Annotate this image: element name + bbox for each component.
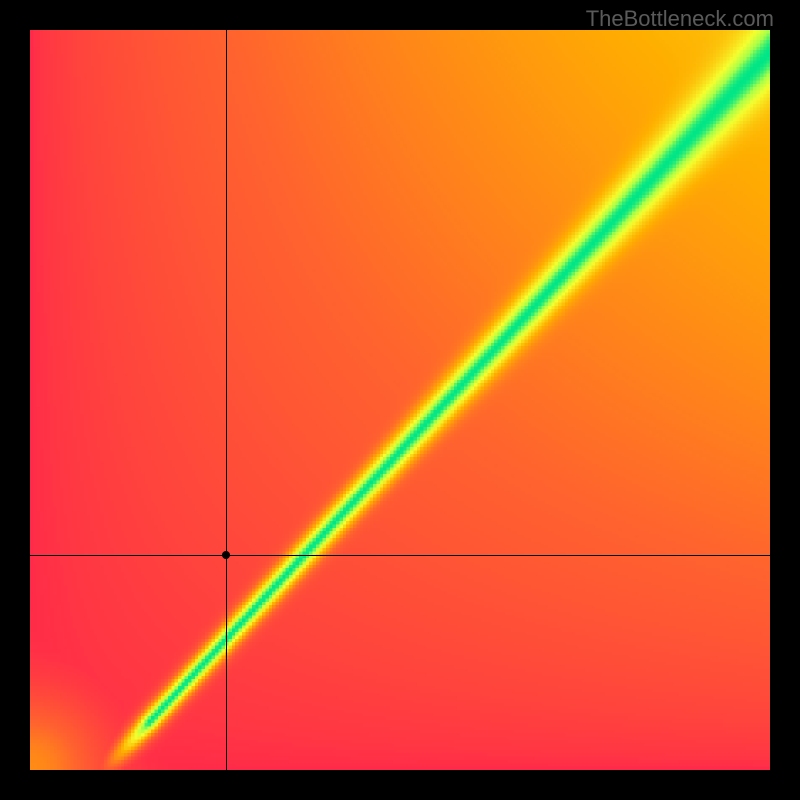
heatmap-canvas (30, 30, 770, 770)
watermark-text: TheBottleneck.com (586, 6, 774, 32)
heatmap-plot (30, 30, 770, 770)
